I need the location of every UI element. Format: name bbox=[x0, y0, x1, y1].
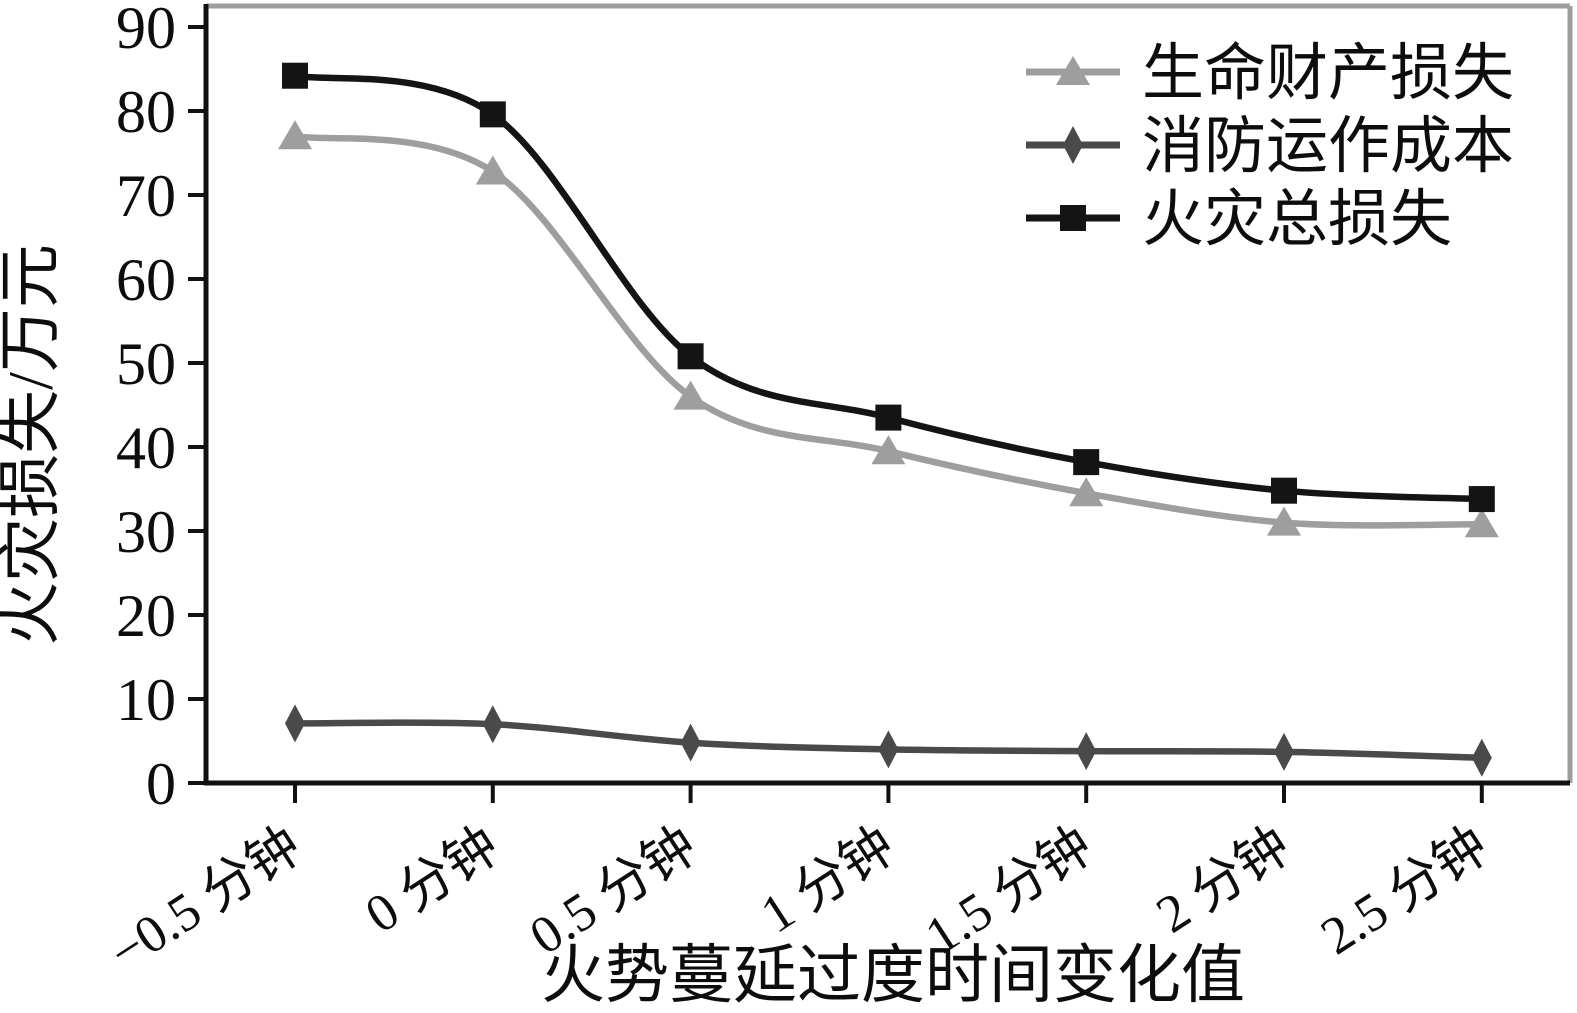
square-marker-legend-2 bbox=[1060, 205, 1086, 231]
series-0 bbox=[278, 120, 1499, 538]
square-marker-series-2 bbox=[875, 404, 902, 431]
triangle-marker-series-0 bbox=[475, 155, 510, 185]
legend-item-1: 消防运作成本 bbox=[1026, 113, 1514, 181]
y-tick-label: 70 bbox=[116, 163, 176, 229]
diamond-marker-series-1 bbox=[1471, 738, 1492, 777]
triangle-marker-series-0 bbox=[1069, 477, 1104, 507]
square-marker-series-2 bbox=[1073, 449, 1100, 476]
y-tick-label: 0 bbox=[146, 751, 176, 817]
y-tick-label: 90 bbox=[116, 0, 176, 61]
legend-label-2: 火灾总损失 bbox=[1142, 186, 1452, 254]
series-group bbox=[278, 62, 1499, 777]
triangle-marker-legend-0 bbox=[1056, 56, 1090, 85]
y-tick-label: 20 bbox=[116, 583, 176, 649]
diamond-marker-series-1 bbox=[1076, 732, 1097, 771]
triangle-marker-series-0 bbox=[1464, 508, 1499, 538]
series-2 bbox=[282, 62, 1495, 513]
y-tick-label: 30 bbox=[116, 499, 176, 565]
x-tick-label: −0.5 分钟 bbox=[99, 816, 311, 982]
y-axis-title: 火灾损失/万元 bbox=[0, 244, 66, 646]
x-axis-title: 火势蔓延过度时间变化值 bbox=[541, 940, 1245, 1011]
y-tick-label: 50 bbox=[116, 331, 176, 397]
legend-label-0: 生命财产损失 bbox=[1142, 40, 1514, 108]
diamond-marker-series-1 bbox=[1274, 732, 1294, 771]
y-axis-ticks: 0 10 20 30 40 50 60 70 80 90 bbox=[116, 0, 206, 817]
diamond-marker-legend-1 bbox=[1063, 126, 1083, 164]
square-marker-series-2 bbox=[677, 343, 704, 370]
y-tick-label: 10 bbox=[116, 667, 176, 733]
legend-item-0: 生命财产损失 bbox=[1026, 40, 1514, 108]
diamond-marker-series-1 bbox=[680, 723, 701, 762]
x-tick-label: 0 分钟 bbox=[356, 816, 510, 944]
square-marker-series-2 bbox=[1468, 486, 1495, 513]
triangle-marker-series-0 bbox=[871, 435, 906, 465]
legend-label-1: 消防运作成本 bbox=[1142, 113, 1514, 181]
triangle-marker-series-0 bbox=[278, 120, 312, 150]
triangle-marker-series-0 bbox=[673, 380, 708, 410]
diamond-marker-series-1 bbox=[285, 704, 305, 743]
legend-item-2: 火灾总损失 bbox=[1026, 186, 1452, 254]
x-tick-label: 1 分钟 bbox=[751, 816, 905, 944]
x-tick-label: 2.5 分钟 bbox=[1311, 816, 1498, 966]
square-marker-series-2 bbox=[479, 101, 506, 128]
diamond-marker-series-1 bbox=[482, 705, 503, 744]
x-tick-label: 2 分钟 bbox=[1147, 816, 1301, 944]
triangle-marker-series-0 bbox=[1267, 506, 1301, 536]
square-marker-series-2 bbox=[282, 62, 308, 89]
square-marker-series-2 bbox=[1271, 477, 1297, 504]
series-1 bbox=[285, 704, 1492, 777]
y-tick-label: 60 bbox=[116, 247, 176, 313]
diamond-marker-series-1 bbox=[878, 730, 899, 769]
y-tick-label: 40 bbox=[116, 415, 176, 481]
y-tick-label: 80 bbox=[116, 79, 176, 145]
